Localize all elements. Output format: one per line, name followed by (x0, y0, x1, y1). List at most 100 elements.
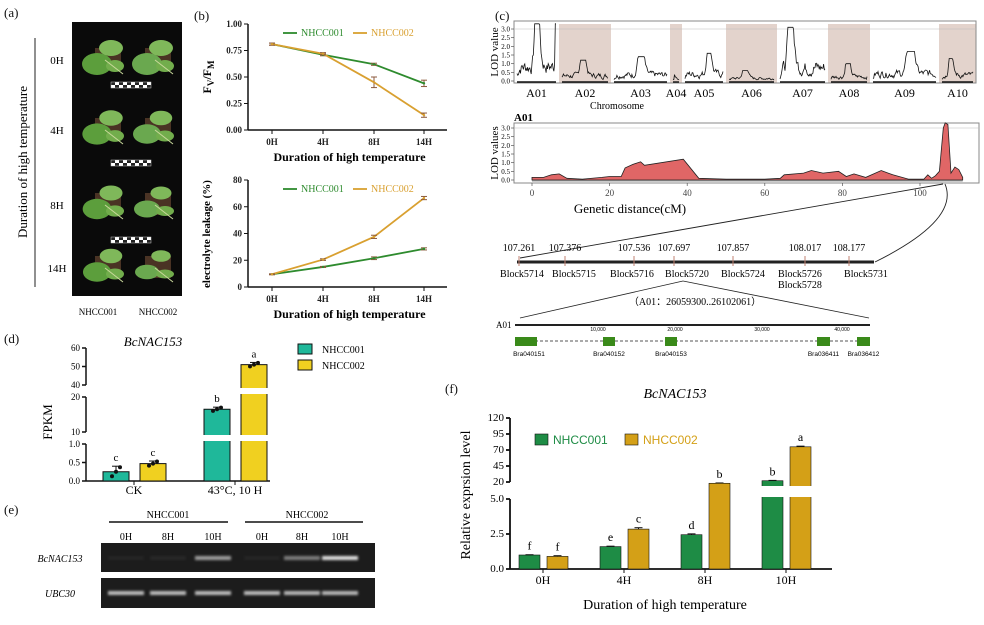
scale-tick-label: 10,000 (590, 327, 606, 333)
significance-letter: e (608, 530, 613, 544)
x-tick-label: 0H (266, 294, 278, 304)
legend-swatch (297, 343, 313, 355)
gene-box (817, 337, 830, 346)
data-point (422, 247, 426, 251)
block-name: Block5731 (844, 269, 888, 280)
scale-bar (111, 160, 115, 163)
block-position: 107.261 (503, 243, 536, 254)
panel-label-b: (b) (194, 8, 209, 23)
scale-bar (115, 240, 119, 243)
block-name: Block5716 (610, 269, 654, 280)
gene-label: Bra036411 (808, 351, 840, 358)
x-tick-label: 10H (776, 573, 797, 587)
gel-band (322, 556, 358, 560)
bar-nhcc002 (789, 446, 812, 570)
series-line-nhcc001 (271, 247, 425, 276)
x-axis-label: Duration of high temperature (273, 307, 426, 321)
scale-bar (143, 163, 147, 166)
data-point (372, 257, 376, 260)
panel-label-d: (d) (4, 331, 19, 346)
data-point (270, 273, 274, 276)
y-tick-label: 3.0 (501, 26, 510, 34)
lane-label: 0H (256, 532, 268, 543)
y-tick-label: 5.0 (490, 493, 504, 505)
data-point (372, 235, 376, 239)
lod-trace-a01 (516, 23, 556, 76)
lane-label: 10H (204, 532, 221, 543)
scale-bar (123, 163, 127, 166)
x-axis-label: Duration of high temperature (273, 150, 426, 164)
data-point (422, 196, 426, 200)
scale-bar (147, 82, 151, 85)
plot-frame (513, 122, 980, 184)
scale-bar (110, 159, 152, 167)
y-tick-label: 60 (233, 202, 243, 212)
data-point (321, 52, 325, 55)
time-label: 14H (48, 263, 67, 275)
lod-trace-a06 (728, 70, 775, 81)
scale-bar (139, 240, 143, 243)
replicate-point (147, 463, 151, 468)
scale-bar (147, 237, 151, 240)
chromosome-band (828, 24, 870, 83)
series-line-nhcc002 (271, 43, 425, 116)
significance-letter: a (252, 348, 257, 360)
axis-break (761, 486, 784, 497)
y-axis-label: Duration of high temperature (15, 86, 30, 238)
panel-f-qpcr-chart: 0.0 2.5 5.0 20 45 70 95 120 0H 4H 8H 10H f e d b f c b a NHC… (459, 387, 832, 613)
block-position: 107.857 (717, 243, 750, 254)
y-tick-label: 2.5 (501, 34, 510, 42)
data-point (372, 63, 376, 66)
scale-bar (119, 240, 123, 243)
bar-nhcc001 (203, 408, 231, 482)
y-tick-label: 0.0 (501, 177, 510, 185)
series-line-nhcc002 (271, 197, 425, 276)
lane-label: 8H (162, 532, 174, 543)
panel-label-a: (a) (4, 5, 18, 20)
leaf (106, 130, 124, 142)
significance-letter: d (689, 518, 695, 532)
stem (154, 204, 174, 220)
scale-bar (131, 163, 135, 166)
scale-bar (147, 160, 151, 163)
scale-bar (143, 85, 147, 88)
scale-bar (127, 240, 131, 243)
y-tick-label: 50 (71, 362, 81, 372)
panel-label-c: (c) (495, 8, 509, 23)
leaf (149, 40, 173, 56)
x-tick-label: 4H (317, 294, 329, 304)
chromosome-label: A09 (894, 86, 915, 100)
x-tick-label: 8H (368, 294, 380, 304)
significance-letter: b (770, 464, 776, 478)
y-axis-label: electrolyte leakage (%) (201, 180, 213, 288)
chromosome-label: A04 (666, 86, 687, 100)
x-axis-label: Genetic distance(cM) (574, 201, 686, 216)
leaf (82, 123, 112, 145)
axis-break (240, 388, 268, 394)
chromosome-label: A10 (947, 86, 968, 100)
stem (104, 129, 124, 145)
panel-d-fpkm-chart: 0.0 0.5 1.0 10 20 40 50 60 CK 43°C, 10 H c b c a NHCC0… (40, 334, 365, 497)
scale-bar (115, 160, 119, 163)
bar-nhcc002 (708, 482, 731, 570)
x-tick-label: 14H (416, 294, 432, 304)
y-tick-label: 0.25 (226, 99, 242, 109)
scale-bar (131, 240, 135, 243)
scale-bar (123, 82, 127, 85)
y-axis-label-part: M (206, 60, 216, 69)
significance-letter: c (151, 447, 156, 459)
data-point (270, 42, 274, 46)
leaf (134, 200, 160, 218)
replicate-point (219, 405, 223, 410)
leaf (106, 60, 124, 72)
gene-label: Bra040152 (593, 351, 625, 358)
leaf (135, 264, 159, 280)
significance-letter: c (636, 512, 641, 526)
scale-bar (147, 163, 151, 166)
leaf (82, 198, 112, 220)
bar-nhcc002 (627, 528, 650, 570)
lane-label: 0H (120, 532, 132, 543)
block-name: Block5726 (778, 269, 822, 280)
data-point (321, 265, 325, 269)
